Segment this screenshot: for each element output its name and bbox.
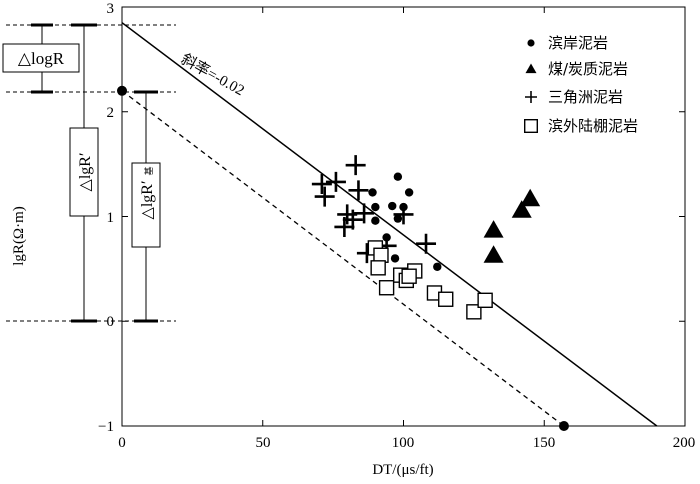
y-tick-label: 1 <box>107 210 115 226</box>
legend-icon-circle <box>527 39 535 47</box>
shelf-mudstone-point <box>370 260 386 276</box>
delta-mudstone-point <box>348 180 369 201</box>
anchor-point <box>558 421 569 431</box>
coastal-mudstone-point <box>393 172 403 181</box>
delta-mudstone-point <box>314 186 335 207</box>
y-tick-label: 2 <box>107 105 115 121</box>
axis-ticks <box>121 6 686 427</box>
shelf-mudstone-point <box>438 291 454 307</box>
delta-mudstone-point <box>393 204 414 225</box>
coal-mudstone-point <box>483 220 504 238</box>
shelf-mudstone-point <box>378 280 395 296</box>
legend: 滨岸泥岩 煤/炭质泥岩 三角洲泥岩 滨外陆棚泥岩 <box>524 34 638 135</box>
delta-lgr-prime-base-label: △lgR′ <box>139 181 156 220</box>
coastal-mudstone-point <box>371 202 380 212</box>
coastal-mudstone-point <box>388 201 397 211</box>
shelf-mudstone-point <box>477 292 493 308</box>
x-tick-label: 0 <box>118 435 126 451</box>
delta-mudstone-point <box>311 174 332 195</box>
x-tick-label: 150 <box>533 435 556 451</box>
x-tick-label: 100 <box>392 435 415 451</box>
shelf-mudstone-point <box>466 304 482 320</box>
x-axis-title: DT/(μs/ft) <box>372 462 433 478</box>
base-subscript: 基 <box>143 166 154 175</box>
x-tick-label: 50 <box>256 435 271 451</box>
delta-mudstone-point <box>334 216 355 237</box>
bracket-annotations <box>6 23 176 323</box>
y-tick-label: −1 <box>98 419 114 435</box>
anchor-point <box>117 85 127 96</box>
coastal-mudstone-point <box>390 254 400 263</box>
delta-mudstone-point <box>345 155 366 176</box>
legend-label-coastal-mudstone: 滨岸泥岩 <box>548 34 608 52</box>
coastal-mudstone-point <box>368 188 377 197</box>
trend-line-dashed <box>121 90 565 427</box>
coal-mudstone-point <box>483 245 504 263</box>
delta-logr-label: △logR <box>18 49 65 68</box>
x-tick-label: 200 <box>673 435 696 451</box>
coastal-mudstone-point <box>371 216 380 225</box>
shelf-mudstone-point <box>401 268 417 284</box>
y-tick-label: 0 <box>107 314 115 330</box>
y-axis-title: lgR(Ω·m) <box>11 206 27 265</box>
legend-icon-square <box>524 118 539 133</box>
delta-mudstone-point <box>325 171 346 192</box>
trend-line-solid <box>121 22 658 427</box>
delta-lgr-prime-base-box <box>131 162 161 248</box>
y-tick-label: 3 <box>107 1 115 17</box>
coal-mudstone-point <box>511 200 532 218</box>
coastal-mudstone-point <box>393 214 403 223</box>
delta-lgr-prime-label: △lgR′ <box>77 153 94 192</box>
legend-icon-triangle <box>525 63 537 74</box>
coastal-mudstone-point <box>433 262 442 271</box>
delta-logr-box <box>2 43 80 73</box>
coastal-mudstone-point <box>404 188 414 197</box>
delta-mudstone-point <box>354 203 375 224</box>
legend-label-delta-mudstone: 三角洲泥岩 <box>548 88 623 106</box>
legend-icon-plus <box>525 91 537 103</box>
legend-icons <box>524 39 539 133</box>
delta-mudstone-point <box>416 233 437 254</box>
data-markers <box>117 85 569 431</box>
delta-lgr-prime-box <box>69 127 99 217</box>
legend-label-coal-mudstone: 煤/炭质泥岩 <box>548 60 628 78</box>
coal-mudstone-point <box>520 188 541 207</box>
legend-label-shelf-mudstone: 滨外陆棚泥岩 <box>548 117 638 135</box>
